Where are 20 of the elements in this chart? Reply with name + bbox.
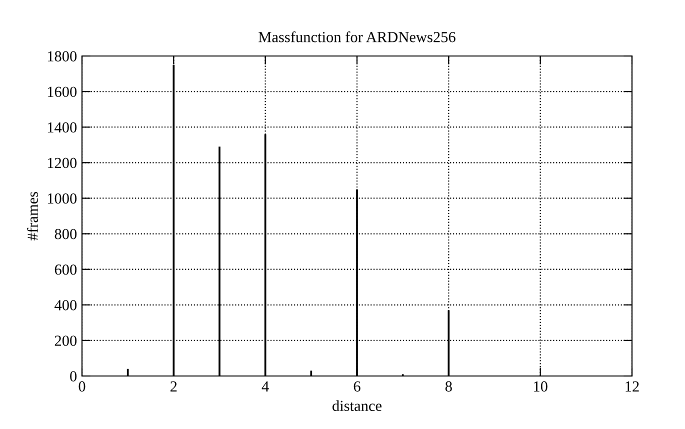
y-tick-label: 600 bbox=[54, 264, 77, 275]
y-tick-label: 800 bbox=[54, 228, 77, 240]
chart-title: Massfunction for ARDNews256 bbox=[258, 31, 456, 42]
x-tick-label: 0 bbox=[78, 381, 86, 392]
y-tick-label: 1000 bbox=[48, 193, 77, 204]
y-tick-label: 400 bbox=[54, 300, 77, 310]
x-tick-label: 6 bbox=[354, 381, 360, 392]
y-tick-label: 0 bbox=[70, 371, 77, 382]
x-tick-label: 10 bbox=[534, 381, 548, 392]
y-tick-label: 1400 bbox=[48, 122, 77, 133]
y-tick-label: 1600 bbox=[48, 86, 77, 98]
x-axis-title: distance bbox=[332, 400, 382, 412]
x-tick-label: 12 bbox=[626, 381, 639, 392]
x-tick-label: 8 bbox=[445, 381, 452, 392]
y-tick-label: 1800 bbox=[48, 51, 77, 62]
y-tick-label: 1200 bbox=[48, 158, 77, 168]
y-tick-label: 200 bbox=[54, 336, 77, 346]
y-axis-title: #frames bbox=[27, 192, 38, 240]
x-tick-label: 2 bbox=[170, 381, 177, 392]
x-tick-label: 4 bbox=[262, 381, 269, 392]
